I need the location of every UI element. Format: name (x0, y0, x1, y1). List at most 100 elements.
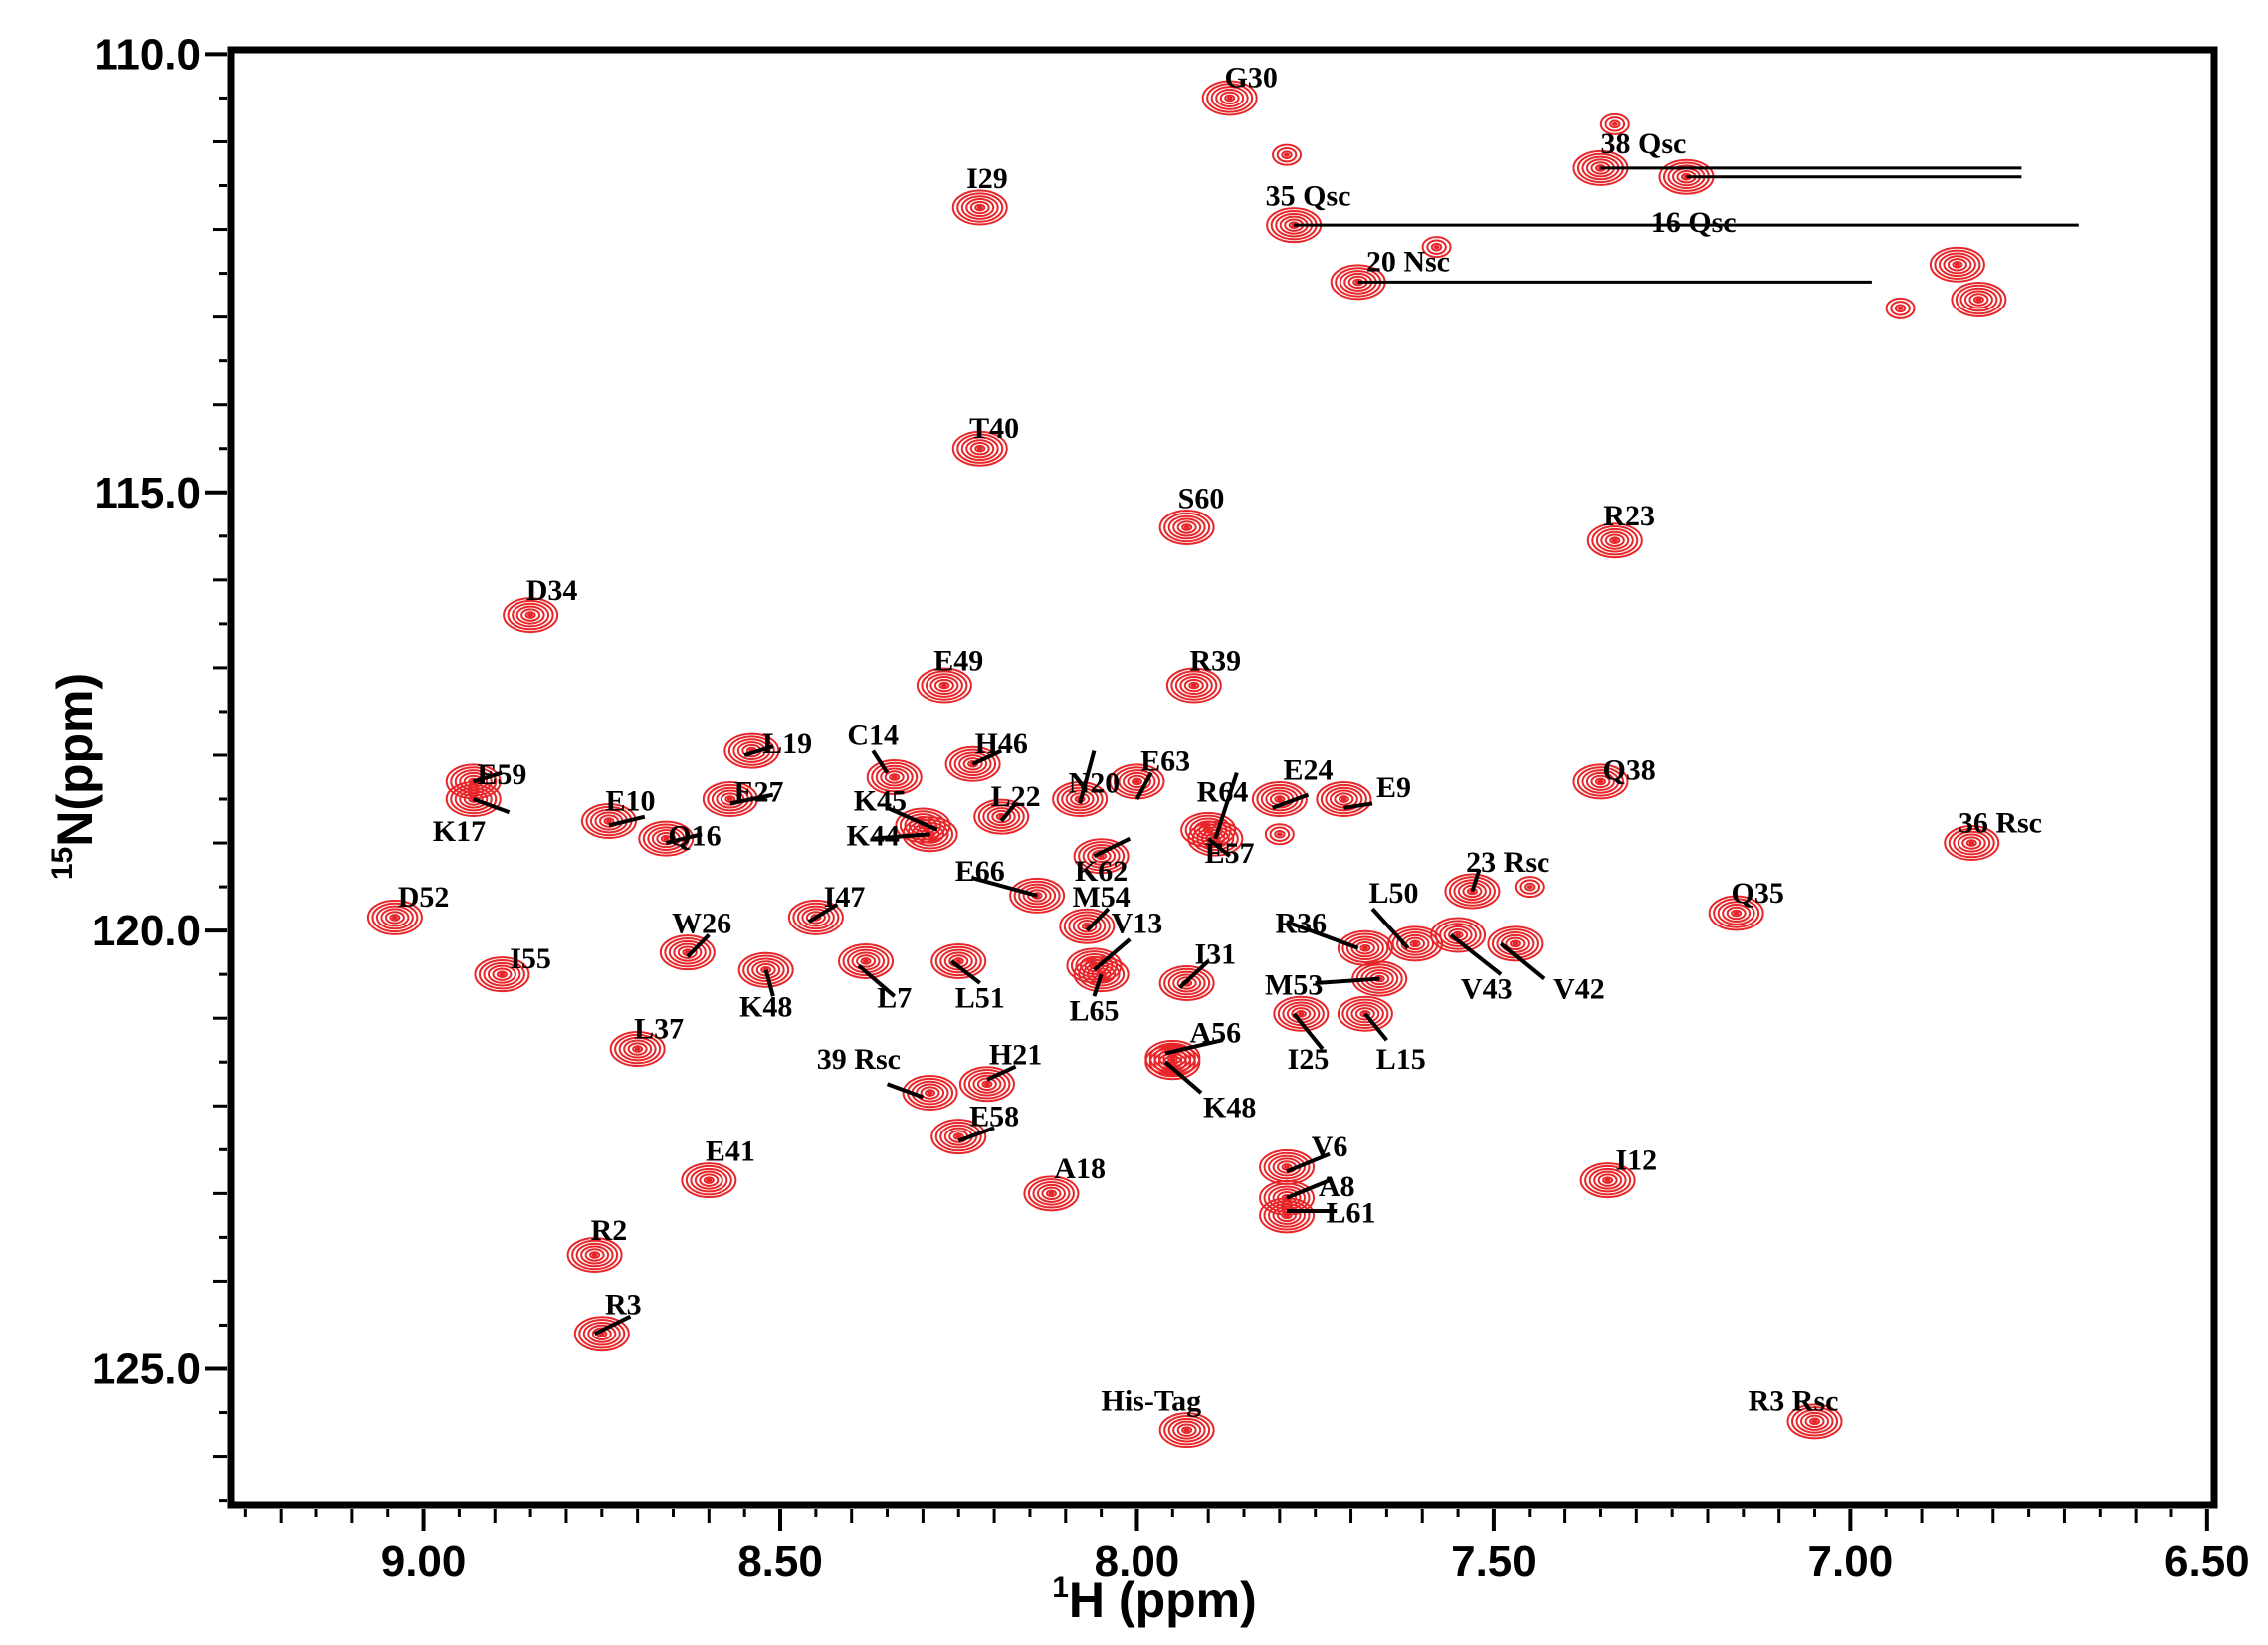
peak-k17 (454, 786, 493, 812)
peak-23-rsc (1457, 881, 1487, 901)
peak-label-35-qsc: 35 Qsc (1266, 180, 1351, 213)
label-leader-line (857, 963, 897, 998)
peak-i12 (1602, 1176, 1614, 1184)
peak-h46 (953, 751, 992, 777)
peak-i12 (1593, 1170, 1623, 1190)
peak-g30 (1210, 86, 1249, 110)
peak-l15 (1337, 995, 1393, 1032)
peak-l22 (977, 801, 1025, 832)
label-leader-line (1286, 920, 1359, 950)
label-leader-line (1093, 937, 1132, 972)
peak-r64 (1184, 814, 1232, 846)
peak-e63-center (1134, 779, 1140, 784)
peak-e27 (720, 792, 740, 806)
peak-t40-center (976, 446, 983, 451)
peak-q38 (1594, 777, 1606, 786)
peak-23-rsc (1453, 879, 1492, 904)
peak-d34 (524, 611, 536, 619)
peak-unlabeled (1955, 284, 2002, 315)
peak-label-m53: M53 (1265, 968, 1323, 1001)
peak-q16-center (663, 836, 670, 841)
y-axis-title: 15N(ppm) (46, 673, 103, 880)
peak-label-l65: L65 (1069, 995, 1119, 1028)
peak-r3-rsc-center (1811, 1419, 1818, 1424)
peak-unlabeled (1929, 246, 1985, 283)
peak-label-k48: K48 (1203, 1092, 1256, 1125)
peak-c14-center (891, 775, 898, 779)
label-leader-line (1092, 973, 1104, 997)
label-leader-line (1093, 836, 1132, 859)
peak-r3-rsc (1809, 1417, 1821, 1426)
label-leader-line (807, 903, 839, 925)
peak-v42 (1509, 939, 1521, 948)
peak-r36 (1359, 943, 1371, 952)
peak-label-d52: D52 (398, 881, 450, 914)
peak-q35 (1722, 904, 1752, 924)
peak-label-q16: Q16 (668, 820, 721, 853)
label-leader-line (665, 832, 703, 845)
label-leader-line (972, 876, 1038, 898)
peak-r36 (1341, 932, 1389, 963)
peak-label-i29: I29 (966, 162, 1008, 195)
peak-e66 (1009, 877, 1066, 914)
peak-e63 (1122, 771, 1151, 791)
peak-k48 (751, 960, 781, 980)
peak-39-rsc-center (927, 1091, 933, 1096)
peak-e57 (1187, 820, 1244, 857)
peak-label-l50: L50 (1369, 877, 1419, 910)
peak-c14 (875, 764, 914, 790)
peak-r39 (1188, 681, 1200, 690)
peak-label-l7: L7 (877, 981, 912, 1014)
peak-unlabeled (1426, 239, 1447, 255)
peak-l7 (860, 957, 872, 965)
peak-s60 (1172, 517, 1202, 537)
label-leader-line (729, 792, 774, 806)
peak-36-rsc (1965, 839, 1977, 847)
label-leader-line (886, 1082, 925, 1100)
peak-l61 (1259, 1197, 1316, 1234)
peak-k62 (1078, 841, 1126, 872)
peak-i25-center (1298, 1011, 1305, 1016)
peak-r23 (1600, 530, 1630, 550)
peak-q38 (1572, 763, 1629, 800)
peak-label-v43: V43 (1461, 973, 1513, 1006)
peak-label-r64: R64 (1197, 776, 1249, 809)
peak-r23 (1591, 525, 1639, 556)
peak-k17 (450, 783, 498, 815)
label-leader-line (763, 969, 775, 997)
peak-label-v13: V13 (1112, 908, 1163, 940)
peak-r2 (584, 1248, 605, 1262)
peak-s60 (1158, 509, 1215, 545)
peak-i25 (1273, 995, 1330, 1032)
peak-label-i47: I47 (824, 881, 866, 914)
y-tick-label: 125.0 (92, 1344, 201, 1393)
peak-v13 (1070, 950, 1118, 981)
peak-his-tag (1158, 1412, 1215, 1449)
peak-e58 (930, 1119, 987, 1155)
peak-v6-center (1284, 1164, 1291, 1169)
peak-k62 (1087, 846, 1117, 866)
peak-h46 (962, 757, 983, 771)
peak-label-his-tag: His-Tag (1102, 1385, 1202, 1418)
peak-unlabeled (1938, 252, 1976, 278)
peak-d52 (366, 899, 423, 935)
peak-q38 (1576, 766, 1624, 797)
annotation-lines (473, 166, 2079, 1337)
peak-r2 (566, 1236, 623, 1273)
peak-v43 (1434, 920, 1482, 950)
label-leader-line (473, 770, 504, 784)
peak-r3 (578, 1319, 626, 1349)
peak-unlabeled (1885, 297, 1916, 319)
peak-label-q35: Q35 (1732, 877, 1784, 910)
peak-r36 (1350, 938, 1380, 958)
peak-g30-center (1226, 96, 1233, 101)
peak-labels: G30 I29 38 Qsc 16 Qsc 35 Qsc 20 Nsc T40 S60 R23 D… (398, 62, 2042, 1418)
label-leader-line (1343, 801, 1373, 810)
label-leader-line (1449, 932, 1503, 976)
peak-i47 (796, 905, 835, 930)
peak-e66 (1022, 886, 1052, 906)
peak-l50 (1391, 928, 1439, 959)
peak-q38 (1590, 774, 1611, 789)
peak-l51 (943, 951, 973, 971)
label-leader-line (986, 1064, 1017, 1082)
